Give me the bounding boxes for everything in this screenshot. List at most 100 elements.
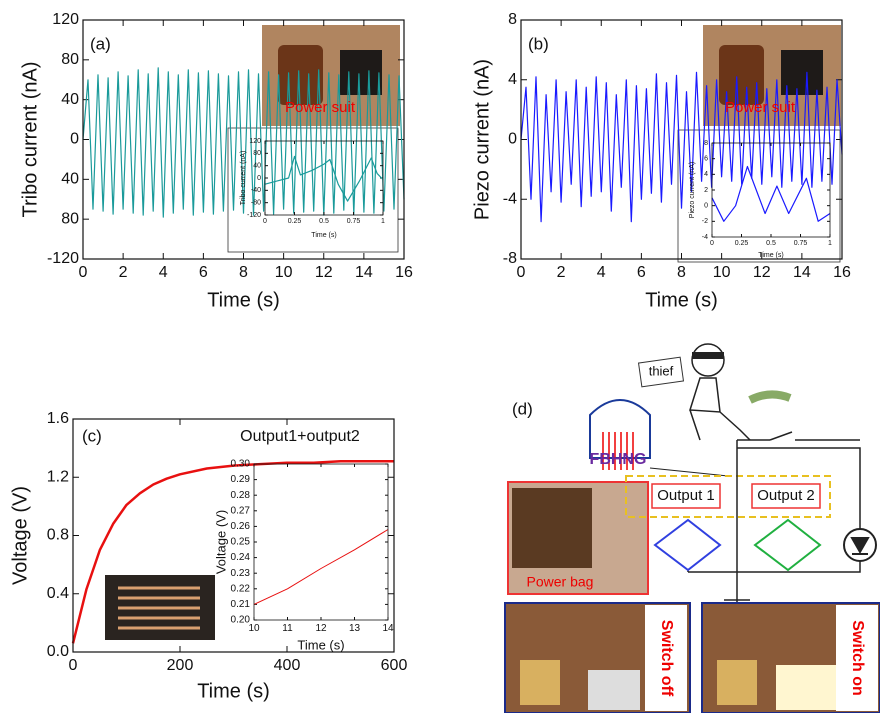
output-box [651,483,721,509]
y-tick-label: 0.22 [231,583,251,594]
data-line [711,165,831,222]
y-tick-label: -4 [702,234,708,241]
y-tick-label: -2 [702,218,708,225]
y-tick-label: 0.30 [231,459,251,470]
y-tick-label: 40 [253,163,261,170]
generator-label: FBHNG [590,451,647,468]
y-axis-label: Tribo current (nA) [240,151,247,206]
annotation: Power suit [725,99,796,116]
panel-label: (b) [528,34,549,53]
y-tick-label: 2 [704,187,708,194]
y-tick-label: 0.0 [47,643,69,660]
x-axis-label: Time (s) [297,637,344,652]
y-tick-label: -4 [503,190,517,207]
bridge [653,518,722,572]
panel-label: (a) [90,34,111,53]
y-tick-label: 120 [249,138,261,145]
x-axis-label: Time (s) [311,232,336,239]
x-axis-label: Time (s) [758,252,783,259]
y-tick-label: 8 [508,11,517,28]
x-axis-label: Time (s) [207,289,280,311]
y-tick-label: 0.23 [231,568,251,579]
y-tick-label: 40 [61,171,79,188]
x-tick-label: 6 [637,264,646,281]
y-tick-label: 120 [52,11,79,28]
x-tick-label: 8 [239,264,248,281]
photo-device [340,50,382,95]
x-tick-label: 12 [315,264,333,281]
y-axis-label: Piezo current (nA) [471,59,493,220]
x-tick-label: 2 [557,264,566,281]
x-tick-label: 0 [263,218,267,225]
photo-device [781,50,823,95]
x-axis-label: Time (s) [645,289,718,311]
plot-frame [72,418,395,653]
diagram: (d) thief FBHNG Power bag Output 1 Outpu… [504,343,880,713]
y-tick-label: 8 [704,140,708,147]
x-tick-label: 10 [713,264,731,281]
x-tick-label: 14 [793,264,811,281]
x-axis-label: Time (s) [197,680,270,702]
y-tick-label: 0 [257,175,261,182]
bag [589,399,651,459]
plot-frame [264,140,384,216]
x-tick-label: 0.25 [735,240,749,247]
plot-frame [82,19,405,260]
y-tick-label: 0.25 [231,537,251,548]
y-tick-label: 0.29 [231,474,251,485]
thief-label: thief [649,363,674,378]
y-tick-label: 6 [704,156,708,163]
x-tick-label: 12 [753,264,771,281]
y-tick-label: 0.24 [231,552,251,563]
y-tick-label: 0.8 [47,527,69,544]
panel-label: (c) [82,426,102,445]
x-tick-label: 10 [275,264,293,281]
photo-bag [278,45,323,105]
photo-led-panel [588,670,640,710]
x-tick-label: 13 [349,623,361,634]
x-tick-label: 4 [597,264,606,281]
y-axis-label: Tribo current (nA) [19,62,41,218]
coil [602,432,634,470]
output-label: Output 1 [657,487,715,504]
plot-frame [711,142,831,238]
y-tick-label: 0.21 [231,599,251,610]
x-tick-label: 16 [395,264,413,281]
x-tick-label: 1 [381,218,385,225]
y-tick-label: 0.28 [231,490,251,501]
y-tick-label: -8 [503,250,517,267]
x-tick-label: 14 [382,623,394,634]
x-tick-label: 1 [828,240,832,247]
data-line [264,155,384,202]
x-tick-label: 0 [710,240,714,247]
y-tick-label: 80 [253,150,261,157]
y-tick-label: 0 [508,131,517,148]
photo-label: Switch off [658,620,675,697]
x-tick-label: 8 [677,264,686,281]
x-tick-label: 0 [517,264,526,281]
y-tick-label: 0 [704,203,708,210]
x-tick-label: 0.25 [288,218,302,225]
x-tick-label: 0.75 [794,240,808,247]
x-tick-label: 0.5 [766,240,776,247]
y-tick-label: 0.26 [231,521,251,532]
y-tick-label: 80 [61,51,79,68]
data-line [520,71,843,223]
x-tick-label: 0.5 [319,218,329,225]
label-strip [645,605,687,711]
led-symbol [850,537,870,555]
x-tick-label: 0 [69,657,78,674]
y-tick-label: 0 [70,131,79,148]
annotation: Power suit [285,99,356,116]
y-tick-label: 1.6 [47,410,69,427]
photo-bag [719,45,764,105]
thief-body [689,377,751,441]
x-tick-label: 400 [274,657,301,674]
x-tick-label: 6 [199,264,208,281]
bag-label: Power bag [527,574,594,590]
y-axis-label: Voltage (V) [9,486,31,585]
x-tick-label: 200 [167,657,194,674]
y-tick-label: 4 [704,171,708,178]
bridge [753,518,822,572]
